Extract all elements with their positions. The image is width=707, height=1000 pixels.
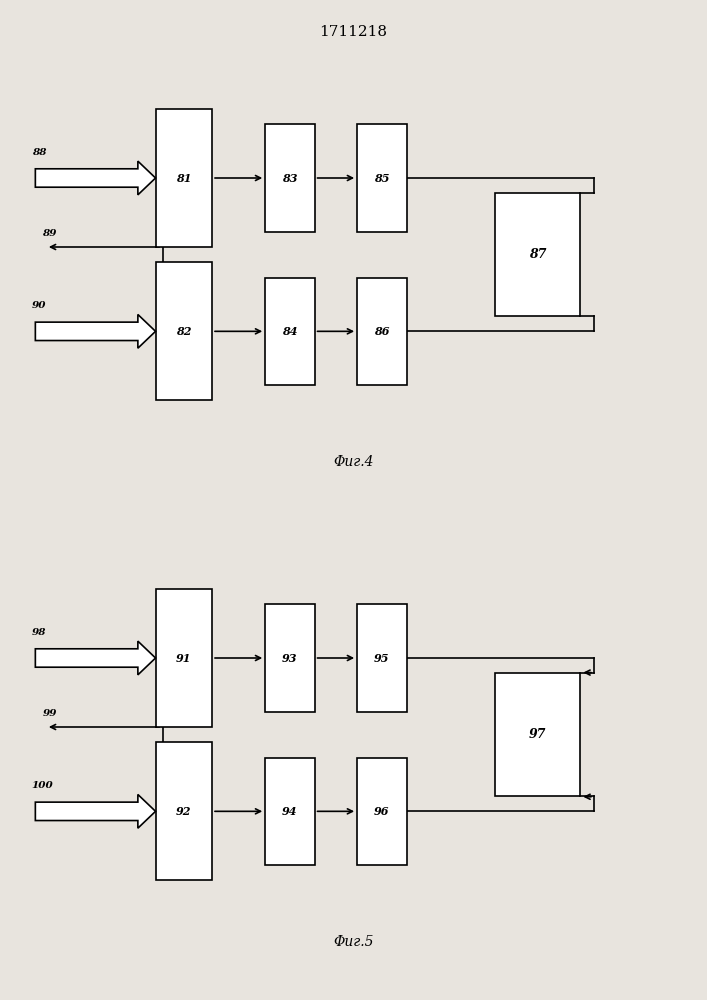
Text: 86: 86: [374, 326, 390, 337]
Bar: [265, 758, 315, 865]
Text: 96: 96: [374, 806, 390, 817]
Text: 92: 92: [176, 806, 192, 817]
Text: 91: 91: [176, 652, 192, 664]
Text: 84: 84: [282, 326, 298, 337]
Text: 82: 82: [176, 326, 192, 337]
Text: 1711218: 1711218: [320, 25, 387, 39]
Text: 94: 94: [282, 806, 298, 817]
Bar: [156, 262, 212, 400]
Bar: [265, 604, 315, 712]
Polygon shape: [35, 314, 156, 348]
Polygon shape: [35, 641, 156, 675]
Text: 85: 85: [374, 172, 390, 184]
Bar: [156, 109, 212, 247]
Bar: [495, 193, 580, 316]
Bar: [495, 673, 580, 796]
Text: 97: 97: [529, 728, 546, 741]
Bar: [357, 278, 407, 385]
Text: 89: 89: [42, 229, 57, 238]
Text: 100: 100: [32, 781, 54, 790]
Text: 88: 88: [32, 148, 47, 157]
Polygon shape: [35, 161, 156, 195]
Text: 90: 90: [32, 301, 47, 310]
Text: 98: 98: [32, 628, 47, 637]
Text: 93: 93: [282, 652, 298, 664]
Bar: [265, 278, 315, 385]
Bar: [357, 758, 407, 865]
Bar: [357, 604, 407, 712]
Text: 99: 99: [42, 709, 57, 718]
Bar: [156, 589, 212, 727]
Text: Φиг.4: Φиг.4: [333, 455, 374, 469]
Text: 81: 81: [176, 172, 192, 184]
Bar: [265, 124, 315, 232]
Polygon shape: [35, 794, 156, 828]
Text: 95: 95: [374, 652, 390, 664]
Text: 87: 87: [529, 248, 546, 261]
Text: Φиг.5: Φиг.5: [333, 935, 374, 949]
Text: 83: 83: [282, 172, 298, 184]
Bar: [156, 742, 212, 880]
Bar: [357, 124, 407, 232]
